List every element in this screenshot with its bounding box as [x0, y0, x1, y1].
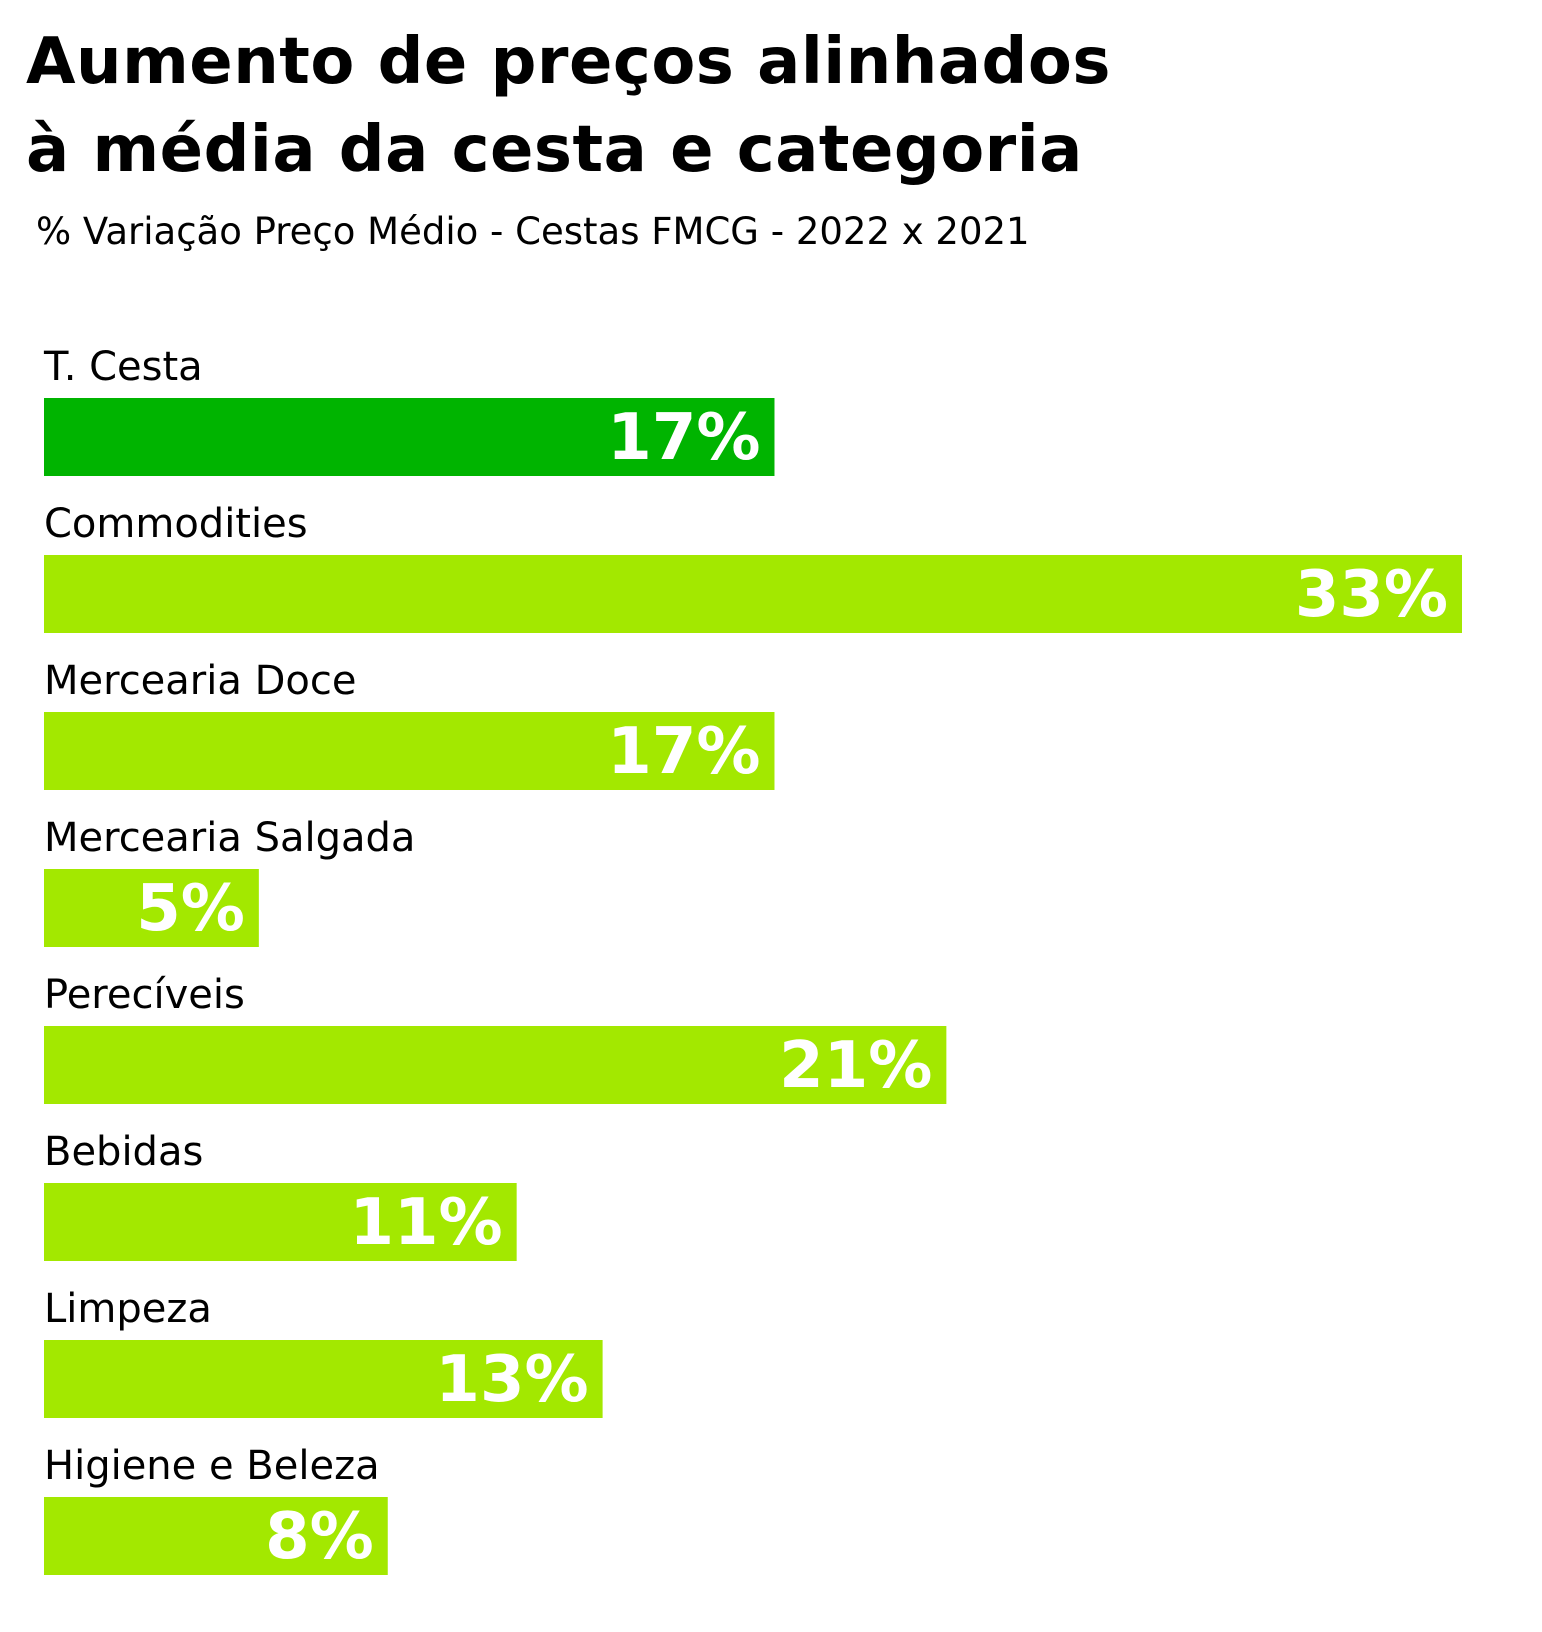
bar-value-label: 8% — [265, 1500, 374, 1574]
category-label: Higiene e Beleza — [44, 1443, 380, 1489]
category-label: Commodities — [44, 501, 308, 547]
category-label: Perecíveis — [44, 972, 245, 1018]
bar — [44, 1340, 603, 1418]
category-label: Mercearia Doce — [44, 658, 356, 704]
bar-value-label: 17% — [607, 715, 760, 789]
bar — [44, 1026, 947, 1104]
bar-value-label: 21% — [779, 1029, 932, 1103]
bar-value-label: 5% — [136, 872, 245, 946]
bar — [44, 398, 775, 476]
category-label: T. Cesta — [43, 344, 203, 390]
bar-value-label: 17% — [607, 401, 760, 475]
bar — [44, 869, 259, 947]
chart-title: Aumento de preços alinhados à média da c… — [26, 25, 1111, 187]
bar — [44, 1497, 388, 1575]
bar — [44, 712, 775, 790]
category-label: Bebidas — [44, 1129, 203, 1175]
bar-value-label: 11% — [349, 1186, 502, 1260]
category-label: Mercearia Salgada — [44, 815, 415, 861]
chart-subtitle: % Variação Preço Médio - Cestas FMCG - 2… — [36, 210, 1030, 253]
bar — [44, 1183, 517, 1261]
bar — [44, 555, 1462, 633]
category-label: Limpeza — [44, 1286, 212, 1332]
bar-value-label: 13% — [435, 1343, 588, 1417]
bar-value-label: 33% — [1295, 558, 1448, 632]
